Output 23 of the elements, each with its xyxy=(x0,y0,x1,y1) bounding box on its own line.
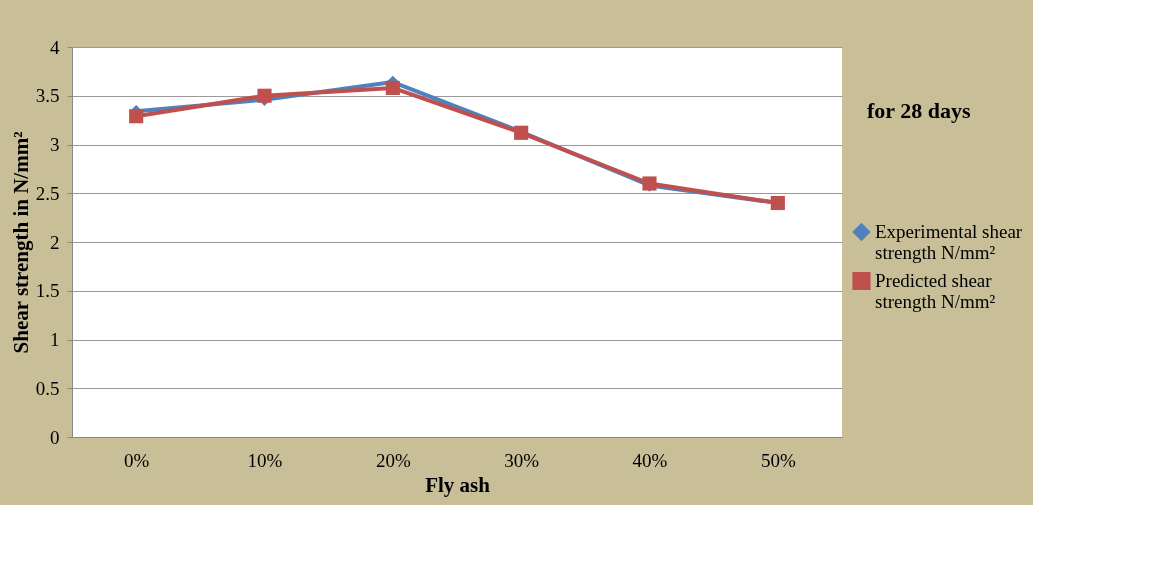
point xyxy=(257,88,272,103)
y-tick-label: 1 xyxy=(50,329,60,350)
x-tick-label: 30% xyxy=(504,449,540,471)
x-tick-label: 0% xyxy=(124,449,150,471)
legend-label: Experimental shear strength N/mm² xyxy=(875,221,1023,263)
x-tick-label: 40% xyxy=(632,449,668,471)
y-tick-label: 3.5 xyxy=(35,85,60,107)
y-axis-title: Shear strength in N/mm² xyxy=(8,131,33,354)
x-axis-title: Fly ash xyxy=(425,472,491,497)
y-tick-label: 2.5 xyxy=(35,182,60,204)
y-tick-label: 0 xyxy=(50,426,60,448)
x-tick-label: 20% xyxy=(375,449,411,471)
y-tick-label: 1.5 xyxy=(35,280,60,302)
point xyxy=(129,109,144,124)
x-tick-label: 50% xyxy=(760,449,796,471)
y-tick-label: 2 xyxy=(50,231,60,253)
y-tick-label: 4 xyxy=(50,36,60,58)
point xyxy=(385,80,400,96)
text: for 28 days xyxy=(867,98,971,123)
y-tick-label: 3 xyxy=(50,134,60,155)
legend-label: Predicted shear strength N/mm² xyxy=(875,270,996,312)
y-tick-label: 0.5 xyxy=(35,377,60,399)
x-tick-label: 10% xyxy=(247,449,283,471)
